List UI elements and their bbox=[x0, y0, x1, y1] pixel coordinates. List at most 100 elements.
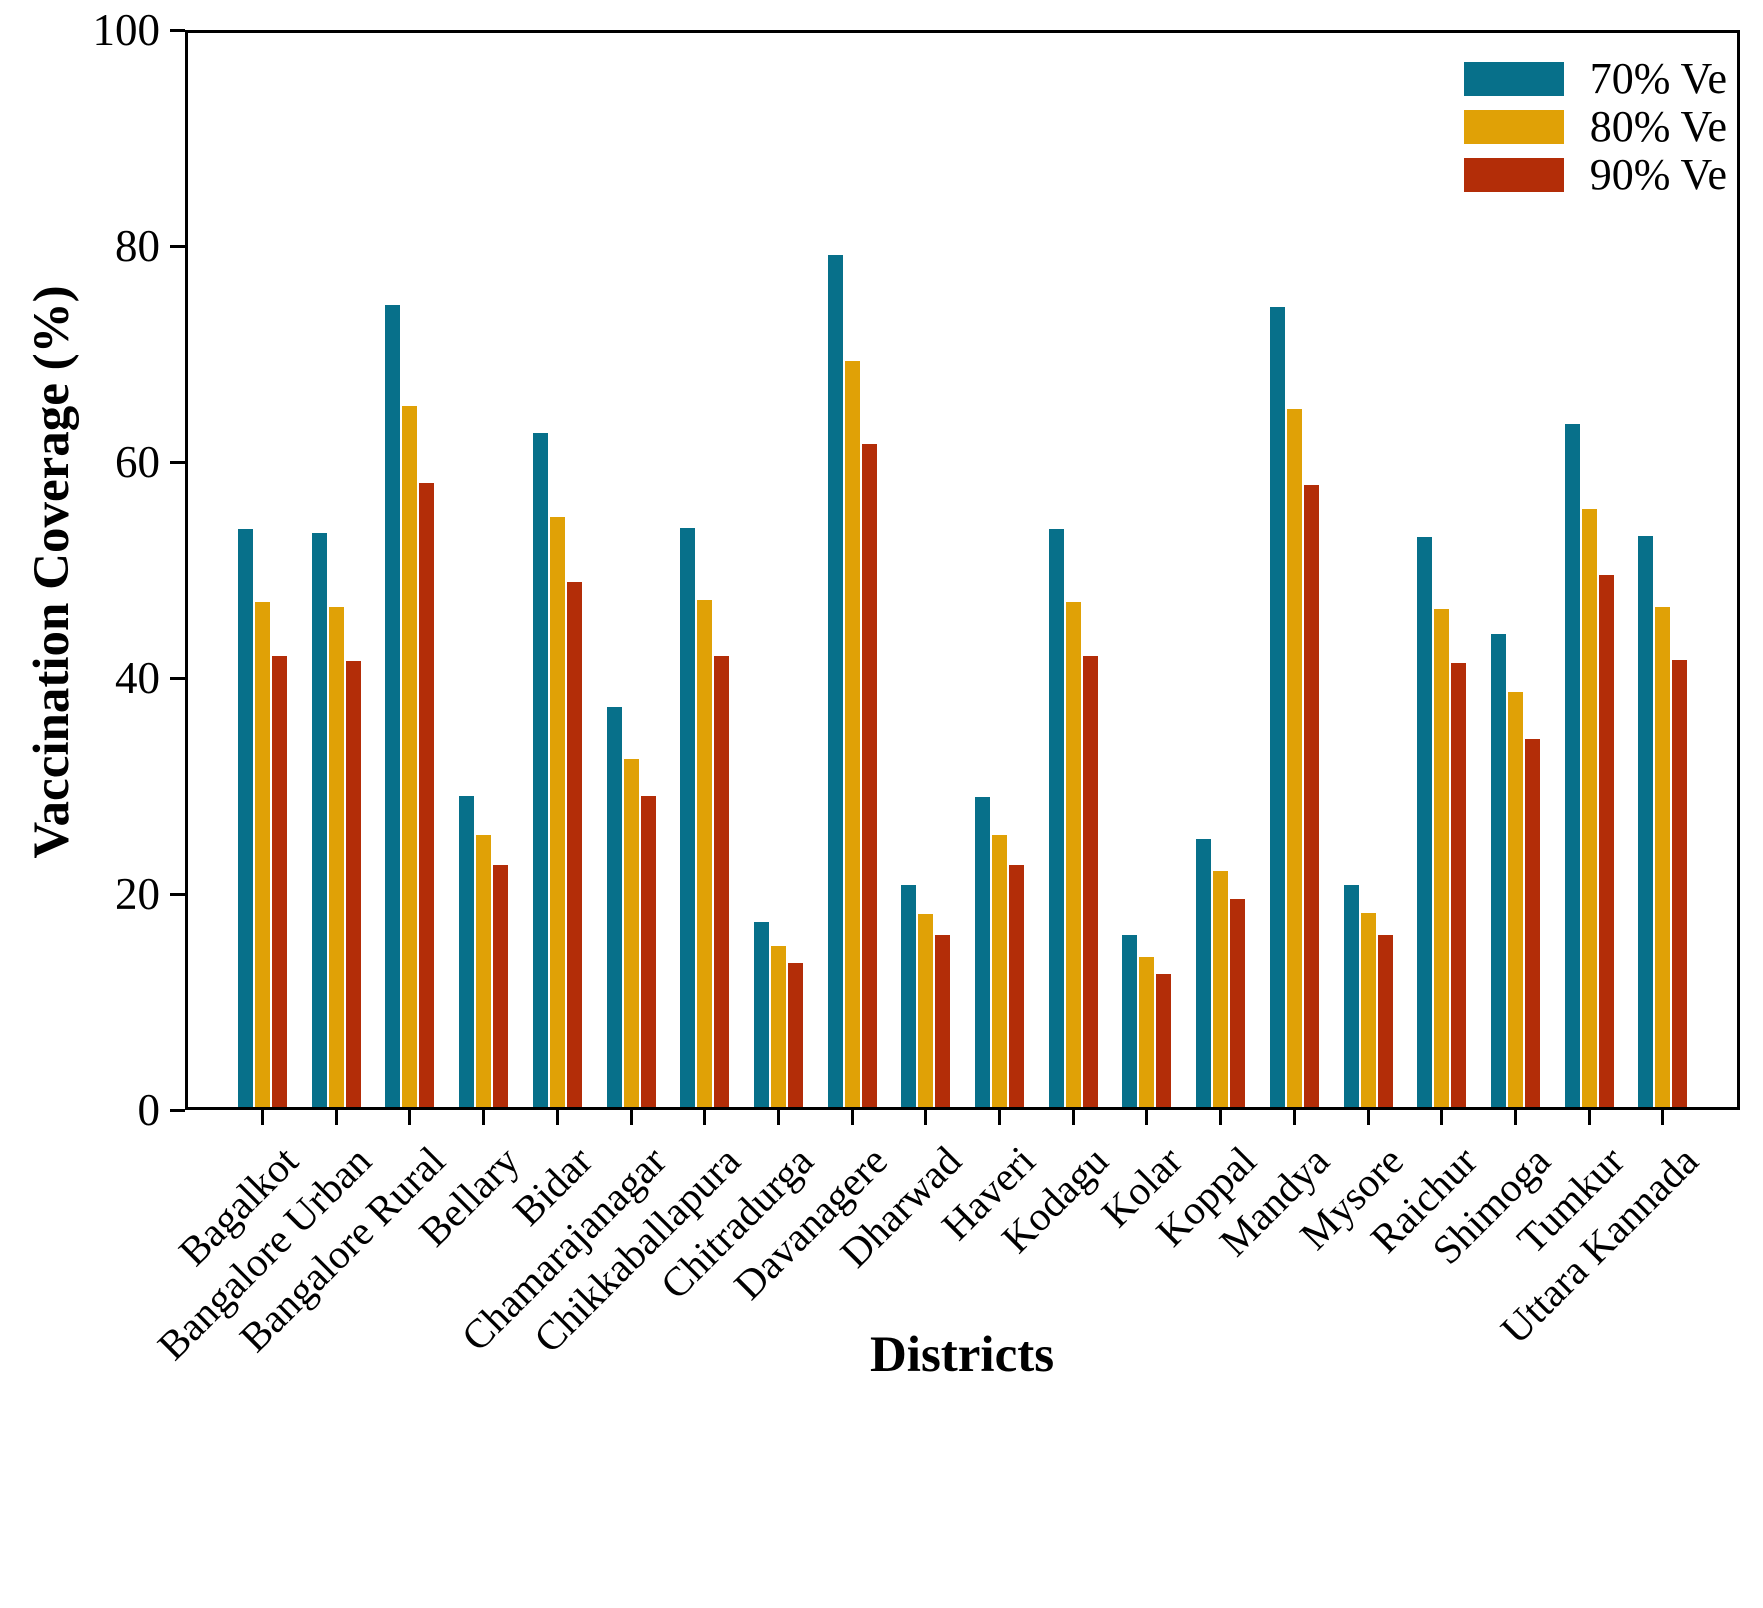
bar-80ve bbox=[1581, 508, 1597, 1107]
x-tick-mark bbox=[1145, 1110, 1149, 1125]
x-tick-mark bbox=[1292, 1110, 1296, 1125]
bar-70ve bbox=[975, 796, 990, 1107]
bar-group-davanagere bbox=[827, 255, 877, 1107]
bar-70ve bbox=[1638, 535, 1654, 1107]
bar-90ve bbox=[1524, 738, 1540, 1107]
legend-item-70ve: 70% Ve bbox=[1463, 54, 1727, 103]
y-tick-mark bbox=[170, 1108, 185, 1112]
bar-70ve bbox=[753, 922, 769, 1107]
bar-group-haveri bbox=[975, 796, 1024, 1107]
bar-70ve bbox=[311, 533, 327, 1107]
legend-swatch-70ve-icon bbox=[1463, 62, 1564, 96]
legend-swatch-80ve-icon bbox=[1463, 110, 1564, 144]
bar-90ve bbox=[1303, 485, 1319, 1107]
x-tick-mark bbox=[998, 1110, 1001, 1125]
legend-item-80ve: 80% Ve bbox=[1463, 102, 1727, 151]
y-tick-label: 40 bbox=[115, 653, 160, 703]
bar-group-mandya bbox=[1269, 306, 1319, 1107]
bar-70ve bbox=[1048, 529, 1064, 1107]
bar-group-chitradurga bbox=[753, 922, 803, 1107]
bar-80ve bbox=[770, 945, 786, 1107]
x-tick-mark bbox=[1661, 1110, 1665, 1125]
legend-label-80ve: 80% Ve bbox=[1589, 102, 1727, 151]
legend-label-70ve: 70% Ve bbox=[1589, 54, 1727, 103]
bar-chart-figure: Vaccination Coverage (%) 70% Ve 80% Ve 9… bbox=[24, 5, 1740, 1383]
bar-group-bidar bbox=[532, 432, 582, 1107]
bar-80ve bbox=[1213, 870, 1229, 1107]
legend: 70% Ve 80% Ve 90% Ve bbox=[1463, 54, 1727, 199]
y-tick-mark bbox=[170, 28, 185, 32]
bar-90ve bbox=[1451, 663, 1467, 1107]
bar-90ve bbox=[1598, 575, 1614, 1107]
bar-70ve bbox=[827, 255, 843, 1107]
bar-80ve bbox=[623, 759, 639, 1107]
bar-group-kolar bbox=[1122, 935, 1172, 1107]
bar-90ve bbox=[1230, 898, 1246, 1107]
bar-group-raichur bbox=[1417, 536, 1467, 1107]
x-tick-mark bbox=[629, 1110, 633, 1125]
y-tick-label: 0 bbox=[137, 1085, 161, 1135]
x-tick-mark bbox=[850, 1110, 854, 1125]
bar-group-koppal bbox=[1196, 838, 1246, 1107]
y-tick-label: 20 bbox=[115, 869, 160, 919]
bar-70ve bbox=[606, 707, 622, 1107]
bar-90ve bbox=[1377, 935, 1393, 1107]
bar-70ve bbox=[1122, 935, 1138, 1107]
x-tick-mark bbox=[1513, 1110, 1517, 1125]
bar-group-bangalore-urban bbox=[311, 533, 361, 1107]
y-tick-mark bbox=[170, 460, 185, 464]
bar-group-tumkur bbox=[1564, 423, 1614, 1107]
bar-80ve bbox=[1286, 408, 1302, 1107]
bar-80ve bbox=[1655, 606, 1671, 1107]
x-tick-mark bbox=[408, 1110, 412, 1125]
bar-90ve bbox=[1672, 660, 1688, 1107]
y-tick-mark bbox=[170, 892, 185, 896]
legend-item-90ve: 90% Ve bbox=[1463, 150, 1727, 199]
bar-80ve bbox=[697, 600, 713, 1107]
bar-80ve bbox=[844, 360, 860, 1107]
bar-90ve bbox=[272, 655, 287, 1107]
bar-80ve bbox=[255, 602, 270, 1107]
x-tick-mark bbox=[482, 1110, 486, 1125]
bar-70ve bbox=[459, 795, 475, 1107]
bar-group-mysore bbox=[1343, 884, 1393, 1107]
bar-80ve bbox=[549, 517, 565, 1107]
bar-80ve bbox=[992, 835, 1007, 1107]
bar-80ve bbox=[476, 835, 492, 1107]
x-tick-mark bbox=[703, 1110, 707, 1125]
x-tick-mark bbox=[776, 1110, 780, 1125]
bar-80ve bbox=[1434, 608, 1450, 1107]
bar-70ve bbox=[385, 304, 401, 1107]
y-axis-title: Vaccination Coverage (%) bbox=[24, 285, 80, 859]
bar-80ve bbox=[1065, 602, 1081, 1107]
x-tick-mark bbox=[261, 1110, 264, 1125]
bar-group-shimoga bbox=[1490, 634, 1540, 1107]
x-tick-mark bbox=[1587, 1110, 1591, 1125]
bar-70ve bbox=[1490, 634, 1506, 1107]
bar-90ve bbox=[1156, 973, 1172, 1107]
legend-label-90ve: 90% Ve bbox=[1589, 150, 1727, 199]
bar-70ve bbox=[1269, 306, 1285, 1107]
x-tick-mark bbox=[1440, 1110, 1444, 1125]
bar-70ve bbox=[901, 884, 917, 1107]
bar-group-kodagu bbox=[1048, 529, 1098, 1107]
bar-90ve bbox=[493, 865, 509, 1107]
bar-group-chikkaballapura bbox=[680, 528, 730, 1107]
bar-90ve bbox=[1082, 655, 1098, 1107]
bar-90ve bbox=[787, 963, 803, 1107]
x-tick-mark bbox=[1071, 1110, 1075, 1125]
bar-group-dharwad bbox=[901, 884, 951, 1107]
bar-90ve bbox=[1009, 865, 1024, 1107]
y-tick-mark bbox=[170, 244, 185, 248]
x-axis-title: Districts bbox=[869, 1327, 1055, 1383]
bar-80ve bbox=[918, 913, 934, 1107]
bar-90ve bbox=[345, 661, 361, 1107]
bar-80ve bbox=[1360, 912, 1376, 1107]
bar-80ve bbox=[1139, 956, 1155, 1107]
bar-70ve bbox=[1343, 884, 1359, 1107]
bar-70ve bbox=[532, 432, 548, 1107]
bar-group-bagalkot bbox=[238, 529, 287, 1107]
bar-90ve bbox=[935, 935, 951, 1107]
x-tick-mark bbox=[334, 1110, 338, 1125]
plot-area: 70% Ve 80% Ve 90% Ve bbox=[185, 30, 1740, 1110]
